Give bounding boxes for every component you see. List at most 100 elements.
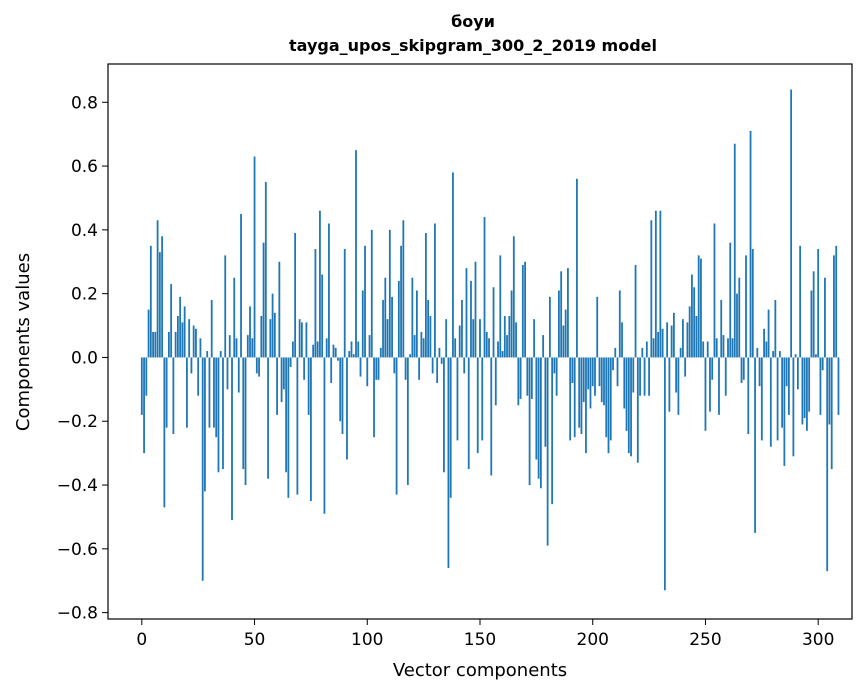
bar-103 xyxy=(373,357,375,438)
bar-240 xyxy=(682,319,684,358)
bar-176 xyxy=(537,357,540,479)
x-tick-label: 100 xyxy=(351,630,383,650)
bar-172 xyxy=(528,357,531,486)
bar-68 xyxy=(294,233,297,358)
bar-110 xyxy=(388,229,391,358)
bar-39 xyxy=(228,335,231,358)
bar-107 xyxy=(382,300,384,358)
bar-80 xyxy=(321,274,324,358)
bar-221 xyxy=(639,357,641,396)
bar-210 xyxy=(614,347,617,358)
bar-116 xyxy=(402,220,405,358)
bar-22 xyxy=(190,357,193,374)
bar-50 xyxy=(253,156,256,358)
bar-46 xyxy=(244,357,247,486)
bar-245 xyxy=(693,287,696,358)
bar-161 xyxy=(503,315,506,358)
bar-299 xyxy=(815,354,817,358)
x-tick-label: 200 xyxy=(577,630,609,650)
bar-273 xyxy=(756,347,759,358)
x-tick-label: 300 xyxy=(802,630,834,650)
bar-148 xyxy=(474,261,477,358)
bar-213 xyxy=(621,322,623,358)
bar-177 xyxy=(539,357,542,489)
bar-31 xyxy=(210,300,213,358)
bar-4 xyxy=(149,245,152,358)
bar-114 xyxy=(397,280,400,358)
bar-277 xyxy=(765,341,768,358)
bar-290 xyxy=(794,354,797,358)
bar-13 xyxy=(170,284,173,358)
bar-59 xyxy=(273,312,276,358)
bar-239 xyxy=(679,347,682,358)
bar-62 xyxy=(280,357,283,403)
bar-24 xyxy=(195,328,197,358)
bar-37 xyxy=(224,255,227,358)
bar-200 xyxy=(591,357,594,387)
bar-254 xyxy=(713,223,716,358)
bar-79 xyxy=(319,210,321,358)
bar-145 xyxy=(467,357,470,470)
bar-18 xyxy=(181,322,184,358)
bar-134 xyxy=(443,357,445,473)
bar-241 xyxy=(684,357,687,377)
bar-74 xyxy=(307,357,310,415)
bar-86 xyxy=(334,347,337,358)
bar-237 xyxy=(675,357,678,393)
bar-69 xyxy=(296,357,299,495)
bar-45 xyxy=(242,357,245,470)
bar-157 xyxy=(494,357,497,406)
bar-121 xyxy=(413,335,416,358)
bar-238 xyxy=(677,357,680,415)
bar-285 xyxy=(783,357,786,466)
bar-249 xyxy=(702,341,705,358)
bar-40 xyxy=(231,357,233,521)
bar-9 xyxy=(161,236,164,358)
bar-14 xyxy=(172,357,175,434)
bar-94 xyxy=(352,354,355,358)
bar-166 xyxy=(515,322,517,358)
bar-19 xyxy=(183,306,186,358)
bar-125 xyxy=(422,338,425,358)
bar-302 xyxy=(821,357,824,371)
bar-54 xyxy=(262,242,265,358)
bar-140 xyxy=(456,357,459,441)
bar-180 xyxy=(546,357,549,546)
bar-105 xyxy=(377,357,380,380)
bar-212 xyxy=(618,290,621,358)
bar-165 xyxy=(512,236,515,358)
bar-106 xyxy=(379,347,382,358)
bar-3 xyxy=(147,309,150,358)
bar-70 xyxy=(298,319,301,358)
bar-7 xyxy=(156,220,159,358)
bar-84 xyxy=(330,357,333,383)
bar-118 xyxy=(406,357,409,486)
x-axis-label: Vector components xyxy=(393,660,567,681)
bar-130 xyxy=(434,223,436,358)
bar-138 xyxy=(452,172,454,358)
bar-71 xyxy=(300,322,303,358)
bar-55 xyxy=(264,182,267,358)
bar-128 xyxy=(429,315,432,358)
bar-288 xyxy=(790,89,793,358)
bar-250 xyxy=(704,357,707,431)
y-tick-label: −0.4 xyxy=(57,476,98,496)
bar-23 xyxy=(192,325,195,358)
bar-279 xyxy=(769,357,772,447)
bar-131 xyxy=(436,357,439,383)
bar-289 xyxy=(792,357,795,457)
bar-90 xyxy=(343,249,346,358)
bar-219 xyxy=(634,264,637,358)
bar-26 xyxy=(199,338,202,358)
bar-5 xyxy=(152,331,154,358)
bar-208 xyxy=(609,357,612,441)
bar-10 xyxy=(163,357,166,508)
bar-171 xyxy=(526,357,529,396)
bar-265 xyxy=(738,277,741,358)
bar-168 xyxy=(519,357,522,399)
bar-139 xyxy=(454,338,457,358)
bar-287 xyxy=(787,357,790,415)
bar-198 xyxy=(587,357,590,390)
bar-292 xyxy=(799,245,802,358)
bar-95 xyxy=(355,150,357,358)
